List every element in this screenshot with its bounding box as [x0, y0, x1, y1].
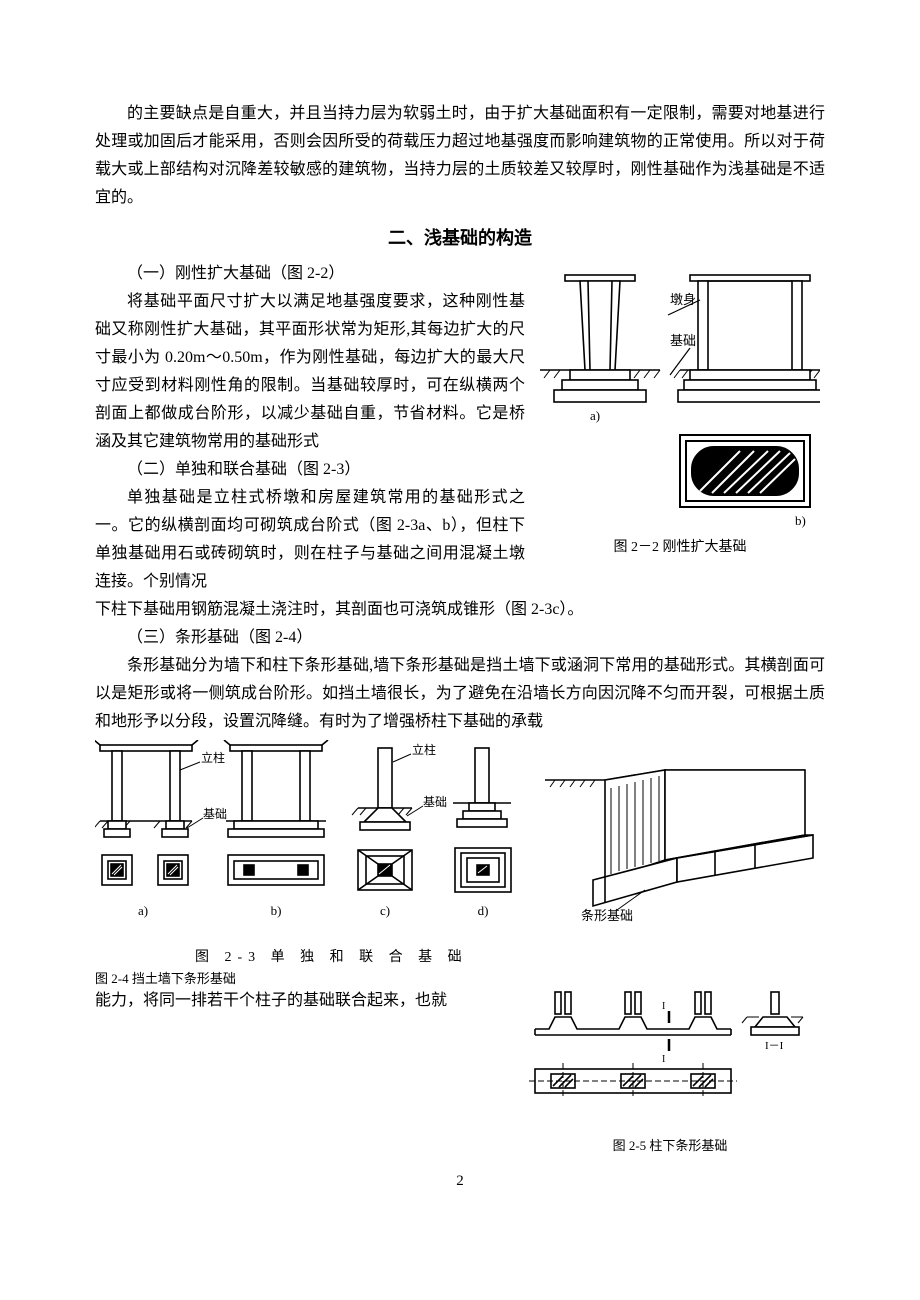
figure-2-4-caption: 图 2-4 挡土墙下条形基础 [95, 968, 825, 987]
fig23-label-d: d) [478, 903, 489, 918]
figure-2-2-svg: a) [540, 260, 820, 530]
figure-2-4: 条形基础 [545, 740, 815, 940]
figure-2-3: 立柱 基础 a) [95, 740, 535, 940]
fig23-label-c: c) [380, 903, 390, 918]
figure-captions-row: 图 2-3 单 独 和 联 合 基 础 图 2-4 挡土墙下条形基础 [95, 946, 825, 987]
last-row: 能力，将同一排若干个柱子的基础联合起来，也就 [95, 987, 825, 1154]
figure-2-2: a) [535, 260, 825, 556]
page: 的主要缺点是自重大，并且当持力层为软弱土时，由于扩大基础面积有一定限制，需要对地… [0, 0, 920, 1300]
figure-2-5: I I I－I [525, 987, 815, 1154]
paragraph-2: 将基础平面尺寸扩大以满足地基强度要求，这种刚性基础又称刚性扩大基础，其平面形状常… [95, 288, 525, 456]
fig23-label-col2: 立柱 [412, 742, 436, 757]
fig23-label-col: 立柱 [201, 750, 225, 765]
figure-2-3-svg: 立柱 基础 a) [95, 740, 535, 940]
paragraph-3a: 单独基础是立柱式桥墩和房屋建筑常用的基础形式之一。它的纵横剖面均可砌筑成台阶式（… [95, 484, 525, 596]
fig25-i2: I [662, 1001, 665, 1012]
fig23-label-base: 基础 [203, 807, 227, 821]
paragraph-3b: 下柱下基础用钢筋混凝土浇注时，其剖面也可浇筑成锥形（图 2-3c）。 [95, 596, 825, 624]
paragraph-4: 条形基础分为墙下和柱下条形基础,墙下条形基础是挡土墙下或涵洞下常用的基础形式。其… [95, 652, 825, 736]
figure-2-3-caption: 图 2-3 单 独 和 联 合 基 础 [95, 946, 825, 966]
figure-2-5-caption: 图 2-5 柱下条形基础 [525, 1135, 815, 1154]
fig25-i1: I [662, 1054, 665, 1065]
section-title: 二、浅基础的构造 [95, 224, 825, 250]
fig23-label-base2: 基础 [423, 795, 447, 809]
paragraph-1: 的主要缺点是自重大，并且当持力层为软弱土时，由于扩大基础面积有一定限制，需要对地… [95, 100, 825, 212]
fig22-label-a: a) [590, 408, 600, 423]
fig22-label-base: 基础 [670, 333, 696, 348]
subheading-3: （三）条形基础（图 2-4） [95, 624, 825, 652]
paragraph-5: 能力，将同一排若干个柱子的基础联合起来，也就 [95, 987, 515, 1015]
figure-2-2-caption: 图 2－2 刚性扩大基础 [535, 536, 825, 556]
fig23-label-b: b) [271, 903, 282, 918]
fig23-label-a: a) [138, 903, 148, 918]
figure-row-1: 立柱 基础 a) [95, 740, 825, 940]
figure-2-4-svg: 条形基础 [545, 740, 815, 940]
page-number: 2 [0, 1173, 920, 1190]
figure-2-5-svg: I I I－I [525, 987, 815, 1117]
fig22-label-body: 墩身 [670, 292, 696, 307]
fig24-label-strip: 条形基础 [581, 908, 633, 923]
fig25-sec: I－I [765, 1040, 784, 1052]
fig22-label-b: b) [795, 513, 806, 528]
